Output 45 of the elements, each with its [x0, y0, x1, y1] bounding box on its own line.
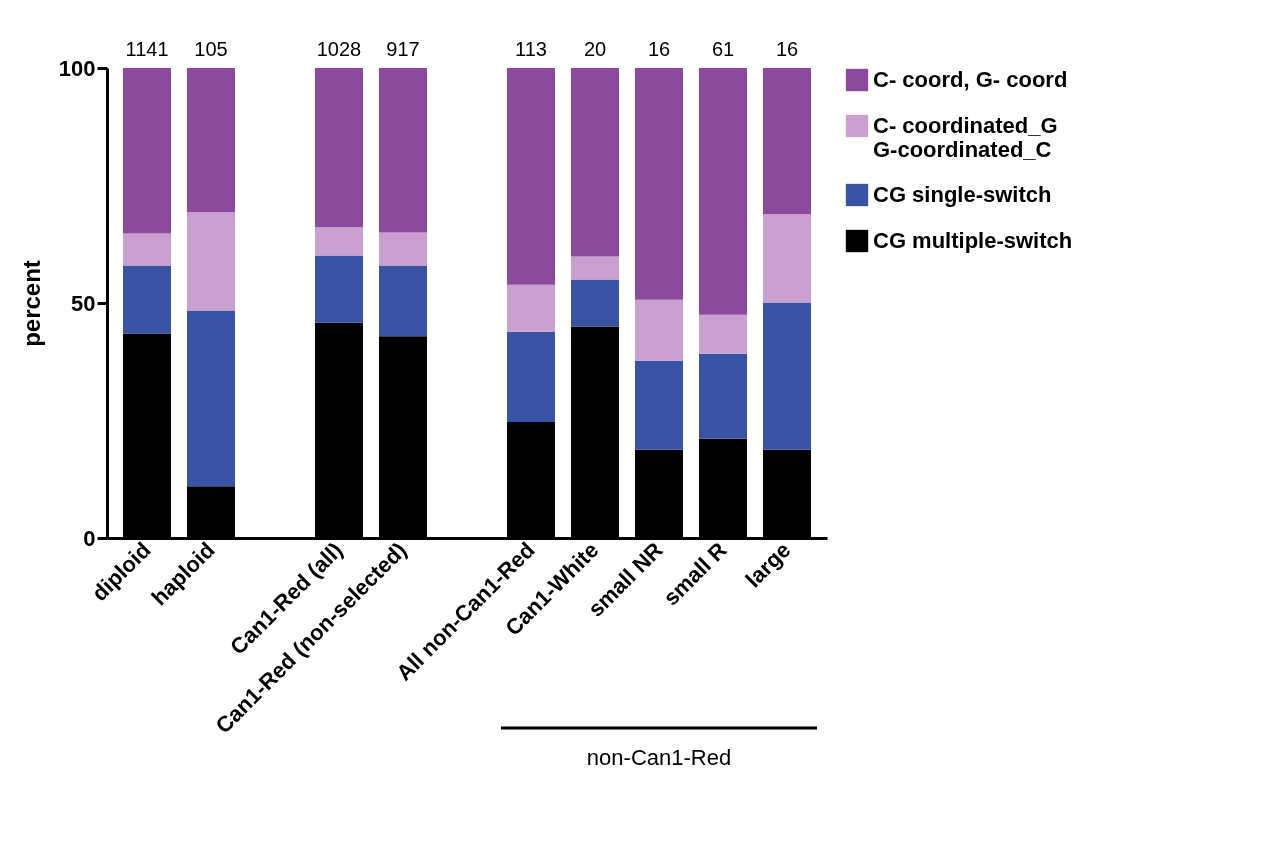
bar [635, 68, 683, 300]
y-tick-label: 100 [58, 55, 96, 81]
annotation: 1141 [125, 38, 169, 60]
bar [571, 279, 619, 327]
bar [763, 302, 811, 450]
annotation: 113 [515, 38, 547, 60]
annotation: 917 [386, 38, 420, 60]
bar [379, 232, 427, 266]
bar [699, 353, 747, 439]
annotation: 105 [194, 38, 228, 60]
bar [571, 68, 619, 257]
bar [507, 68, 555, 285]
text: non-Can1-Red [586, 745, 732, 770]
bar [635, 299, 683, 361]
bar [187, 310, 235, 487]
annotation: 1028 [316, 38, 362, 60]
bar [699, 314, 747, 354]
legend-label: CG multiple-switch [873, 228, 1073, 253]
legend-label: CG single-switch [873, 182, 1052, 207]
y-tick-label: 0 [83, 525, 96, 551]
bar [379, 68, 427, 233]
annotation: 16 [775, 38, 799, 60]
bar [507, 331, 555, 422]
bar [187, 68, 235, 213]
annotation: 61 [711, 38, 735, 60]
bar [763, 68, 811, 215]
y-tick-label: 50 [71, 290, 96, 316]
bar [571, 256, 619, 280]
legend-label: C- coord, G- coord [873, 67, 1068, 92]
bar [315, 68, 363, 228]
bar [379, 265, 427, 337]
annotation: 20 [583, 38, 607, 60]
bar [635, 360, 683, 450]
bar [187, 212, 235, 311]
legend-label: C- coordinated_G G-coordinated_C [873, 113, 1058, 162]
bar [699, 68, 747, 315]
bar [123, 265, 171, 334]
bar [763, 214, 811, 303]
bar [315, 227, 363, 256]
bar [507, 284, 555, 332]
bar [315, 255, 363, 323]
y-axis-title: percent [17, 260, 45, 347]
bar [123, 233, 171, 266]
annotation: 16 [647, 38, 671, 60]
bar [123, 68, 171, 234]
